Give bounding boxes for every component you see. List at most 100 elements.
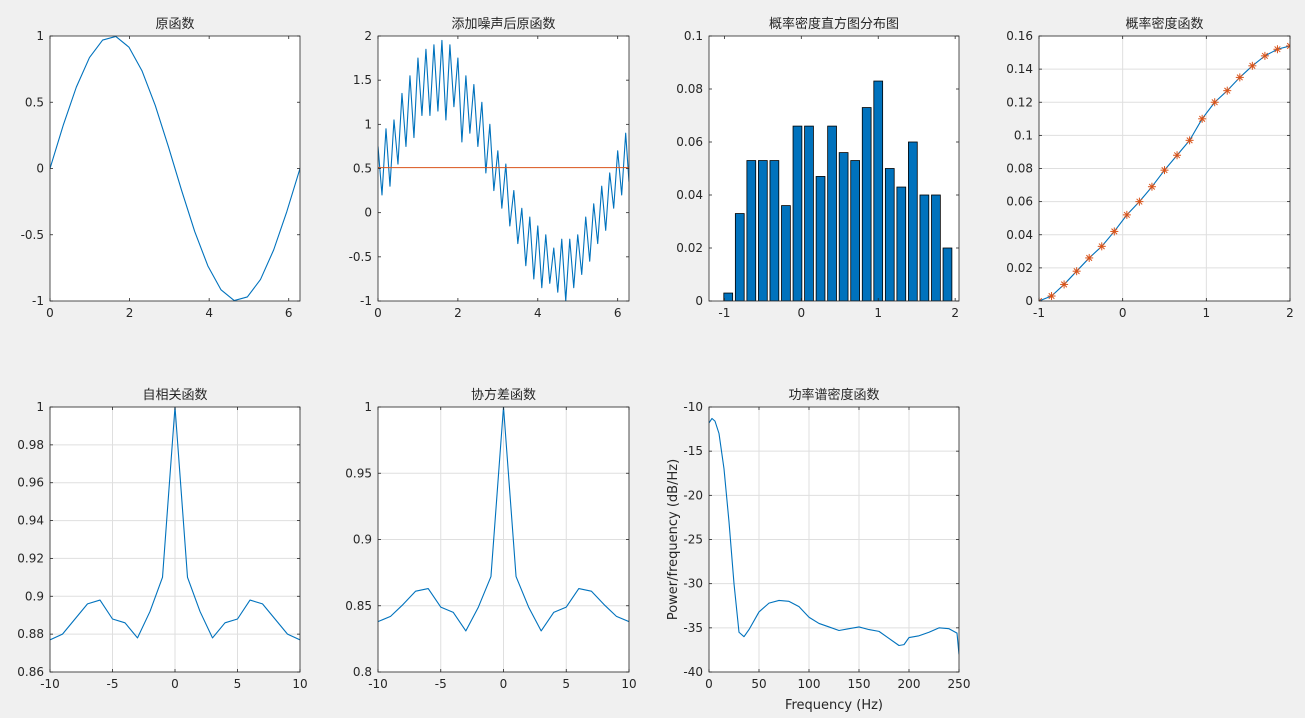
y-tick-label: 2: [364, 29, 372, 43]
y-tick-label: 0.88: [17, 627, 44, 641]
subplot-title: 概率密度函数: [1125, 16, 1203, 32]
subplot-title: 原函数: [155, 17, 194, 32]
y-tick-label: 0.06: [1006, 195, 1033, 209]
series-line: [709, 417, 959, 655]
star-marker: [1060, 280, 1069, 289]
y-tick-label: 0.02: [676, 241, 703, 255]
y-tick-label: 0.16: [1006, 29, 1033, 43]
star-marker: [1185, 136, 1194, 145]
plot-area: [1039, 41, 1290, 301]
x-tick-label: 2: [126, 306, 134, 320]
subplot-title: 概率密度直方图分布图: [769, 16, 899, 32]
subplot-6: -10 -5 0 5 10 0.8 0.85 0.9 0.95 1 协方差函数: [345, 387, 636, 691]
y-tick-label: 0.08: [676, 82, 703, 96]
subplot-2: 0 2 4 6 -1 -0.5 0 0.5 1 1.5 2 添加噪声后原函数: [349, 17, 630, 320]
plot-area: [378, 39, 629, 301]
series-line: [50, 36, 300, 301]
y-tick-label: 1: [364, 400, 372, 414]
y-tick-label: -10: [683, 400, 703, 414]
axes-frame: [708, 35, 960, 302]
plot-area: [378, 407, 629, 632]
y-tick-label: 0: [36, 162, 44, 176]
histogram-bar: [896, 186, 907, 301]
histogram-bar: [734, 213, 745, 301]
x-tick-label: -10: [40, 677, 60, 691]
x-axis-label: Frequency (Hz): [785, 698, 883, 713]
x-tick-label: 0: [500, 677, 508, 691]
x-tick-label: 4: [534, 306, 542, 320]
y-tick-label: 1: [364, 117, 372, 131]
x-tick-label: -1: [718, 306, 730, 320]
y-tick-label: 0.9: [25, 589, 44, 603]
y-tick-label: 0.94: [17, 514, 44, 528]
y-tick-label: 0.5: [353, 162, 372, 176]
histogram-bar: [838, 152, 849, 301]
axes-background: [378, 36, 629, 301]
x-tick-label: 200: [898, 677, 921, 691]
histogram-bar: [931, 194, 941, 301]
y-tick-label: 0: [364, 206, 372, 220]
series-line: [50, 407, 300, 641]
x-tick-label: 6: [285, 306, 293, 320]
x-tick-label: 2: [951, 306, 959, 320]
histogram-bar: [769, 160, 780, 301]
plot-area: [723, 80, 953, 301]
y-tick-label: 0.9: [353, 533, 372, 547]
histogram-bar: [884, 168, 895, 301]
x-tick-label: 10: [292, 677, 307, 691]
y-tick-label: -0.5: [349, 250, 372, 264]
y-tick-label: 0.8: [353, 665, 372, 679]
subplot-5: -10 -5 0 5 10 0.86 0.88 0.9 0.92 0.94 0.96 0.98 1 自相关…: [17, 388, 307, 691]
y-tick-label: 0.08: [1006, 162, 1033, 176]
y-tick-label: -25: [683, 533, 703, 547]
star-marker: [1047, 292, 1056, 301]
subplot-4: -1 0 1 200.020.040.060.080.10.120.140.16概率密…: [1006, 16, 1294, 320]
histogram-bar: [781, 205, 791, 301]
histogram-bar: [827, 125, 837, 301]
star-marker: [1072, 267, 1081, 276]
y-tick-label: 0.1: [684, 29, 703, 43]
x-tick-label: 1: [1203, 306, 1211, 320]
star-marker: [1097, 242, 1106, 251]
y-tick-label: -0.5: [21, 228, 44, 242]
star-marker: [1286, 41, 1290, 50]
subplot-1: 0 2 4 6 -1 -0.5 0 0.5 1 原函数: [21, 17, 301, 320]
star-marker: [1235, 73, 1244, 82]
y-tick-label: 0.86: [17, 665, 44, 679]
x-tick-label: -5: [107, 677, 119, 691]
subplot-7: 0 50 100 150 200 250 -40 -35 -30 -25 -20 -15 -10 功率谱密…: [666, 387, 970, 713]
star-marker: [1210, 98, 1219, 107]
histogram-bar: [723, 292, 734, 301]
y-tick-label: 0.92: [17, 551, 44, 565]
y-tick-label: 0.12: [1006, 95, 1033, 109]
star-marker: [1110, 227, 1119, 236]
star-marker: [1260, 51, 1269, 60]
histogram-bar: [804, 125, 814, 301]
x-tick-label: 250: [948, 677, 971, 691]
histogram-bar: [919, 194, 930, 301]
x-tick-label: -5: [435, 677, 447, 691]
y-tick-label: 0.02: [1006, 261, 1033, 275]
star-marker: [1273, 45, 1282, 54]
y-tick-label: -35: [683, 621, 703, 635]
y-tick-label: 0.14: [1006, 62, 1033, 76]
y-tick-label: -15: [683, 444, 703, 458]
y-tick-label: -30: [683, 577, 703, 591]
x-tick-label: 6: [614, 306, 622, 320]
y-tick-label: 1: [36, 29, 44, 43]
histogram-bar: [850, 160, 860, 301]
x-tick-label: -10: [368, 677, 388, 691]
y-tick-label: -40: [683, 665, 703, 679]
star-marker: [1223, 86, 1232, 95]
y-tick-label: 0: [1025, 294, 1033, 308]
y-tick-label: 0.04: [676, 188, 703, 202]
plot-area: [50, 407, 300, 641]
star-marker: [1039, 297, 1043, 301]
x-tick-label: 0: [1119, 306, 1127, 320]
subplot-title: 自相关函数: [142, 388, 207, 403]
x-tick-label: 2: [1286, 306, 1294, 320]
histogram-bar: [746, 160, 757, 301]
histogram-bar: [758, 160, 768, 301]
series-line: [378, 407, 629, 632]
